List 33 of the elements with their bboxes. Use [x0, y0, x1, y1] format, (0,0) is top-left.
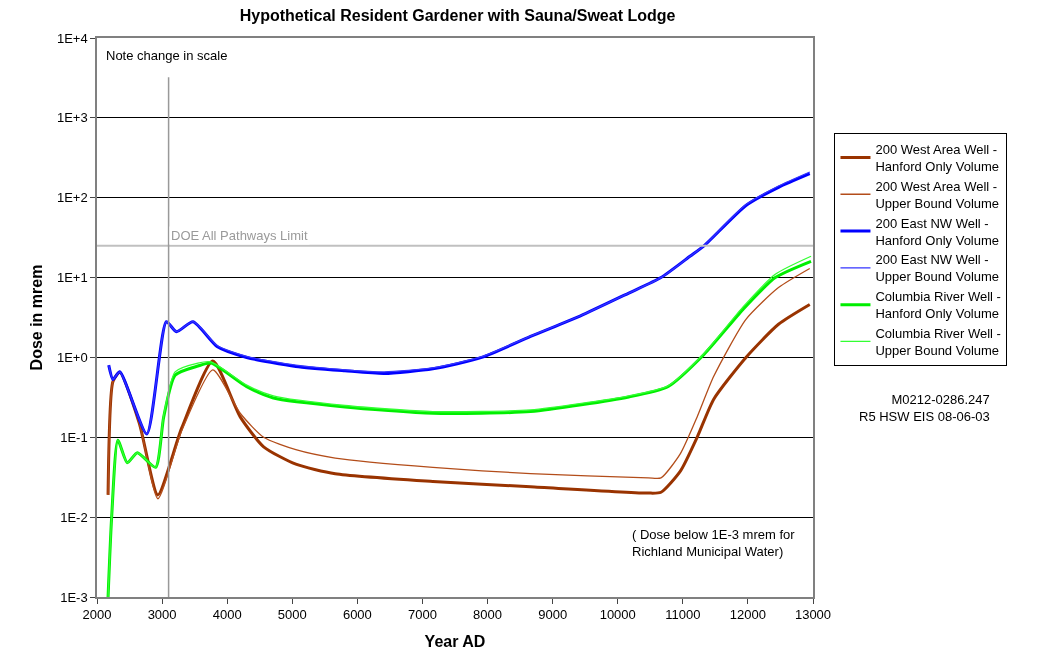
x-tick-label: 2000: [82, 607, 112, 623]
x-tick-label: 7000: [407, 607, 437, 623]
y-tick-label: 1E+3: [56, 110, 88, 126]
y-tick-label: 1E+1: [56, 270, 88, 286]
x-tick-label: 5000: [277, 607, 307, 623]
legend-label: Columbia River Well - Hanford Only Volume: [875, 289, 1001, 322]
legend-label: Columbia River Well - Upper Bound Volume: [875, 326, 1001, 358]
x-axis-title: Year AD: [424, 632, 486, 650]
x-tick-label: 10000: [599, 607, 636, 623]
x-tick-label: 3000: [147, 607, 177, 623]
y-tick-label: 1E+0: [56, 349, 88, 365]
x-tick-label: 12000: [729, 607, 766, 623]
chart-title: Hypothetical Resident Gardener with Sauna/Sweat Lodge: [239, 7, 676, 25]
x-tick-label: 9000: [538, 607, 568, 623]
y-axis-title: Dose in mrem: [28, 264, 46, 371]
legend-label: 200 West Area Well - Hanford Only Volume: [875, 142, 1000, 174]
y-tick-label: 1E-2: [60, 509, 88, 525]
x-tick-label: 13000: [794, 607, 832, 623]
x-tick-label: 11000: [665, 607, 701, 623]
y-tick-label: 1E+2: [56, 190, 88, 206]
x-tick-label: 4000: [212, 607, 242, 623]
x-tick-label: 8000: [473, 607, 503, 623]
y-tick-label: 1E+4: [56, 30, 88, 46]
y-tick-label: 1E-1: [60, 429, 88, 445]
text: M0212-0286.247 R5 HSW EIS 08-06-03: [859, 392, 990, 424]
ref-line-label: DOE All Pathways Limit: [171, 228, 308, 243]
legend-label: 200 West Area Well - Upper Bound Volume: [875, 178, 1000, 211]
x-tick-label: 6000: [342, 607, 372, 623]
y-tick-label: 1E-3: [60, 589, 88, 605]
annotation: Note change in scale: [106, 48, 228, 63]
legend-label: 200 East NW Well - Hanford Only Volume: [875, 215, 1000, 248]
legend-label: 200 East NW Well - Upper Bound Volume: [875, 252, 1000, 285]
annotation: ( Dose below 1E-3 mrem for Richland Municipal Water): [632, 527, 796, 559]
